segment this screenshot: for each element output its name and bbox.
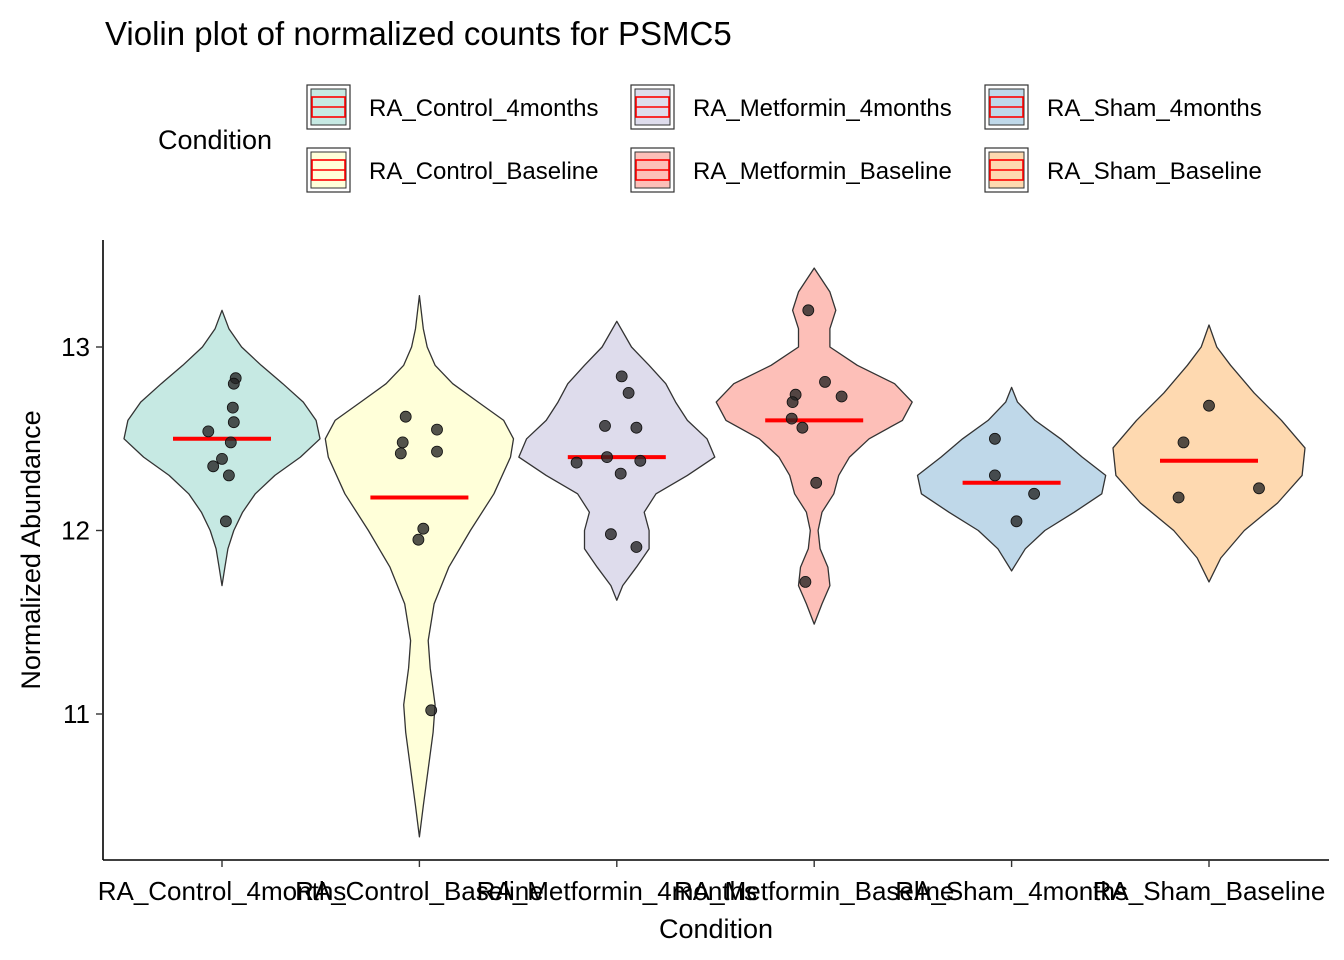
- legend: Condition RA_Control_4months RA_Metformin…: [158, 84, 1262, 193]
- data-point: [224, 436, 237, 449]
- x-axis-ticks: RA_Control_4monthsRA_Control_BaselineRA_…: [98, 860, 1326, 906]
- data-point: [412, 533, 425, 546]
- data-point: [399, 410, 412, 423]
- data-point: [599, 419, 611, 432]
- data-point: [417, 522, 430, 535]
- x-tick-label: RA_Sham_Baseline: [1093, 876, 1326, 906]
- data-point: [1203, 399, 1215, 412]
- data-point: [570, 456, 583, 469]
- data-point: [810, 476, 823, 489]
- data-point: [202, 425, 215, 438]
- data-point: [605, 528, 617, 541]
- violin-shape: [1112, 324, 1306, 583]
- x-tick-label: RA_Control_Baseline: [295, 876, 544, 906]
- data-point: [1010, 515, 1023, 528]
- data-point: [394, 447, 407, 460]
- violin-group: [1112, 324, 1306, 583]
- data-point: [989, 432, 1001, 445]
- data-point: [630, 421, 643, 434]
- data-point: [227, 377, 240, 390]
- legend-key: [984, 147, 1029, 193]
- data-point: [601, 451, 613, 464]
- data-point: [1253, 482, 1265, 495]
- data-point: [786, 396, 799, 409]
- data-point: [1177, 436, 1190, 449]
- y-axis-label: Normalized Abundance: [16, 410, 46, 689]
- legend-key: [306, 84, 351, 130]
- legend-label: RA_Sham_Baseline: [1047, 158, 1262, 185]
- plot-area: [123, 267, 1306, 838]
- data-point: [615, 370, 628, 383]
- data-point: [622, 386, 635, 399]
- legend-title: Condition: [158, 125, 272, 155]
- data-point: [630, 541, 643, 553]
- legend-label: RA_Metformin_Baseline: [693, 158, 952, 185]
- y-tick-label: 13: [61, 332, 90, 362]
- legend-label: RA_Control_Baseline: [369, 158, 598, 185]
- data-point: [227, 416, 240, 429]
- chart-title: Violin plot of normalized counts for PSM…: [105, 15, 732, 52]
- data-point: [802, 304, 815, 317]
- legend-key: [306, 147, 351, 193]
- data-point: [226, 401, 239, 414]
- x-tick-label: RA_Metformin_Baseline: [674, 876, 954, 906]
- y-tick-label: 12: [61, 516, 90, 546]
- data-point: [799, 576, 812, 588]
- data-point: [207, 460, 220, 473]
- data-point: [989, 469, 1001, 482]
- data-point: [396, 436, 409, 449]
- x-axis-label: Condition: [659, 914, 773, 944]
- data-point: [634, 454, 647, 467]
- data-point: [431, 423, 443, 436]
- violin-shape: [916, 386, 1107, 572]
- legend-key: [984, 84, 1029, 130]
- violin-shape: [123, 309, 321, 587]
- x-tick-label: RA_Metformin_4months: [477, 876, 757, 906]
- data-point: [431, 445, 443, 458]
- data-point: [219, 515, 232, 528]
- legend-key: [630, 84, 675, 130]
- x-tick-label: RA_Sham_4months: [895, 876, 1128, 906]
- violin-group: [916, 386, 1107, 572]
- violin-shape: [518, 320, 716, 601]
- data-point: [785, 412, 798, 425]
- data-point: [819, 375, 831, 388]
- data-point: [835, 390, 848, 403]
- data-point: [222, 469, 235, 482]
- y-tick-label: 11: [63, 699, 90, 729]
- data-point: [796, 421, 809, 434]
- legend-label: RA_Control_4months: [369, 95, 598, 122]
- violin-group: [324, 294, 515, 838]
- data-point: [1172, 491, 1185, 504]
- data-point: [425, 704, 438, 717]
- y-axis-ticks: 11 12 13: [61, 332, 103, 729]
- violin-group: [123, 309, 321, 587]
- violin-group: [715, 267, 913, 625]
- legend-key: [630, 147, 675, 193]
- legend-label: RA_Sham_4months: [1047, 95, 1262, 122]
- violin-shape: [715, 267, 913, 625]
- data-point: [216, 452, 228, 465]
- legend-label: RA_Metformin_4months: [693, 95, 952, 122]
- x-tick-label: RA_Control_4months: [98, 876, 347, 906]
- violin-shape: [324, 294, 515, 838]
- data-point: [1028, 487, 1040, 500]
- violin-group: [518, 320, 716, 601]
- data-point: [614, 467, 627, 480]
